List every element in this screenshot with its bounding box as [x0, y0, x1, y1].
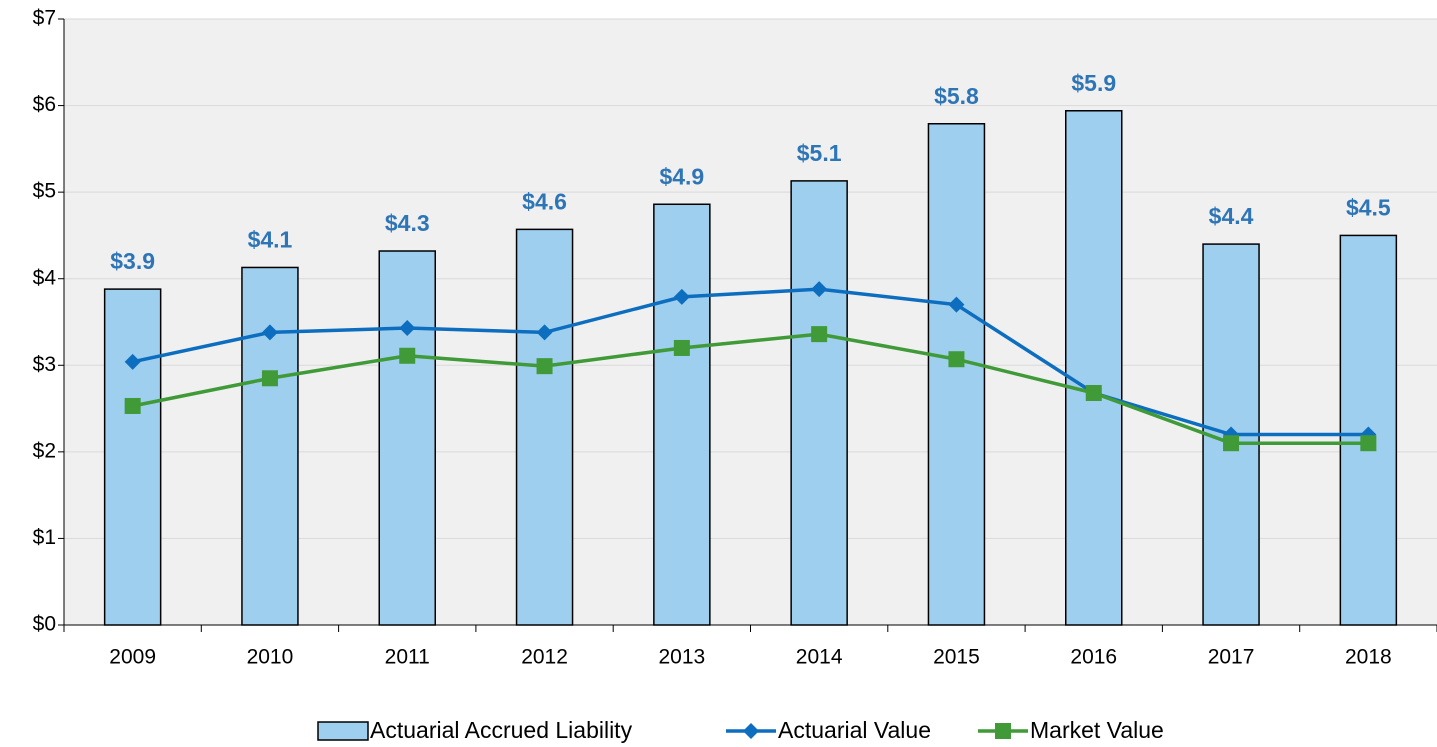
marker: [673, 339, 690, 356]
legend-label: Actuarial Accrued Liability: [370, 717, 633, 743]
x-tick-label: 2011: [385, 646, 430, 669]
value-label: $5.1: [797, 140, 842, 166]
value-label: $4.5: [1346, 195, 1391, 221]
y-tick-label: $4: [33, 266, 57, 289]
x-tick-label: 2010: [247, 646, 294, 669]
bar: [1065, 110, 1123, 626]
marker: [1360, 435, 1377, 452]
y-tick-label: $3: [33, 353, 56, 376]
legend-swatch: [317, 721, 369, 741]
value-label: $4.6: [522, 188, 567, 214]
value-label: $4.4: [1209, 203, 1254, 229]
legend-marker: [743, 723, 759, 739]
x-tick-label: 2016: [1070, 646, 1117, 669]
y-tick-label: $6: [33, 93, 56, 116]
bar: [927, 123, 986, 626]
marker: [1085, 384, 1102, 401]
value-label: $5.8: [934, 83, 979, 109]
y-tick-label: $1: [33, 526, 56, 549]
marker: [948, 296, 965, 313]
legend-marker: [995, 723, 1011, 739]
x-tick-label: 2017: [1208, 646, 1255, 669]
marker: [399, 347, 416, 364]
bar: [790, 180, 848, 626]
x-tick-label: 2012: [521, 646, 568, 669]
x-tick-label: 2013: [658, 646, 705, 669]
marker: [261, 324, 278, 341]
value-label: $4.3: [385, 210, 430, 236]
marker: [261, 370, 278, 387]
bar: [653, 203, 711, 626]
marker: [948, 351, 965, 368]
value-label: $4.1: [248, 227, 293, 253]
marker: [673, 288, 690, 305]
legend-label: Market Value: [1030, 717, 1164, 743]
bar: [515, 228, 574, 626]
marker: [399, 320, 416, 337]
marker: [124, 353, 141, 370]
value-label: $5.9: [1071, 70, 1116, 96]
line: [132, 287, 1369, 437]
bar: [241, 266, 299, 626]
value-label: $3.9: [110, 248, 155, 274]
marker: [536, 358, 553, 375]
marker: [1223, 435, 1240, 452]
x-tick-label: 2014: [796, 646, 843, 669]
line: [132, 332, 1369, 445]
marker: [811, 326, 828, 343]
marker: [124, 397, 141, 414]
legend-label: Actuarial Value: [778, 717, 931, 743]
marker: [811, 281, 828, 298]
bar: [103, 288, 162, 626]
value-label: $4.9: [659, 163, 704, 189]
marker: [536, 324, 553, 341]
x-tick-label: 2015: [933, 646, 980, 669]
x-tick-label: 2009: [109, 646, 156, 669]
y-tick-label: $2: [33, 439, 56, 462]
y-tick-label: $0: [33, 613, 56, 636]
y-tick-label: $7: [33, 7, 56, 30]
bar: [378, 250, 436, 626]
y-tick-label: $5: [33, 180, 56, 203]
x-tick-label: 2018: [1345, 646, 1392, 669]
